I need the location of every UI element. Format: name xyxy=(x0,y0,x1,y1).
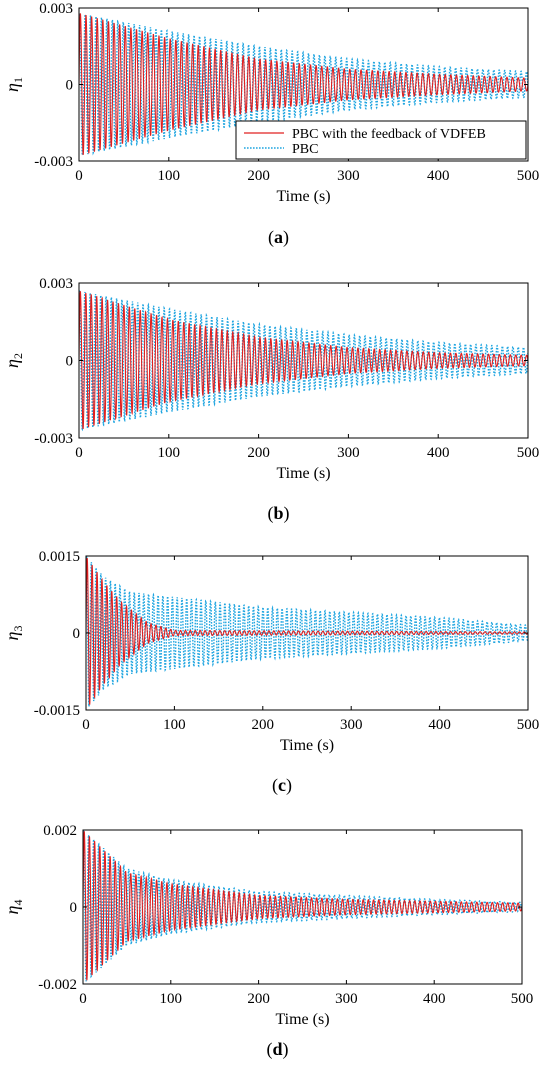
y-tick-label: -0.003 xyxy=(34,431,73,447)
x-tick-label: 400 xyxy=(427,445,450,461)
panel-caption: (b) xyxy=(267,503,289,524)
plot-series xyxy=(79,11,528,156)
x-tick-label: 100 xyxy=(158,445,181,461)
y-axis-label: η4 xyxy=(2,900,25,915)
y-axis-symbol: η xyxy=(2,359,22,368)
caption-letter: b xyxy=(273,503,283,523)
caption-close: ) xyxy=(283,1039,289,1060)
panel-caption: (c) xyxy=(272,775,292,796)
panel-caption: (a) xyxy=(268,227,289,248)
x-tick-label: 500 xyxy=(517,717,540,733)
x-axis-label: Time (s) xyxy=(276,465,330,482)
y-axis-subscript: 3 xyxy=(11,626,25,632)
caption-open: ( xyxy=(266,1039,272,1060)
x-tick-label: 300 xyxy=(337,445,360,461)
y-axis-symbol: η xyxy=(2,83,22,92)
series-vdfeb-line xyxy=(83,831,522,981)
y-tick-label: 0 xyxy=(66,78,74,94)
x-tick-label: 200 xyxy=(252,717,275,733)
y-tick-label: -0.002 xyxy=(38,977,77,993)
x-tick-label: 200 xyxy=(247,991,270,1007)
y-tick-label: 0.002 xyxy=(43,823,77,839)
caption-open: ( xyxy=(268,227,274,248)
y-axis-label: η2 xyxy=(2,353,25,368)
x-tick-label: 100 xyxy=(160,991,183,1007)
x-tick-label: 200 xyxy=(247,445,270,461)
plot-series xyxy=(79,289,528,432)
series-vdfeb-line xyxy=(79,291,528,430)
series-pbc-line xyxy=(83,830,522,982)
x-tick-label: 100 xyxy=(158,168,181,184)
x-tick-label: 0 xyxy=(82,717,90,733)
x-tick-label: 500 xyxy=(517,168,540,184)
y-tick-label: 0.003 xyxy=(39,1,73,17)
x-tick-label: 300 xyxy=(340,717,363,733)
x-axis-label: Time (s) xyxy=(280,737,334,754)
caption-letter: d xyxy=(272,1039,282,1059)
panel-caption: (d) xyxy=(266,1039,288,1060)
x-tick-label: 400 xyxy=(427,168,450,184)
plot-series xyxy=(83,830,522,982)
series-vdfeb-line xyxy=(79,13,528,156)
y-axis-label: η1 xyxy=(2,77,25,92)
y-axis-subscript: 2 xyxy=(11,353,25,359)
x-tick-label: 500 xyxy=(511,991,534,1007)
caption-close: ) xyxy=(286,775,292,796)
y-tick-label: 0.0015 xyxy=(39,549,80,565)
y-tick-label: -0.003 xyxy=(34,154,73,170)
x-axis-label: Time (s) xyxy=(275,1011,329,1028)
x-axis-label: Time (s) xyxy=(276,188,330,205)
y-axis-subscript: 4 xyxy=(11,900,25,906)
series-pbc-line xyxy=(79,11,528,156)
x-tick-label: 500 xyxy=(517,445,540,461)
x-tick-label: 300 xyxy=(335,991,358,1007)
x-tick-label: 0 xyxy=(75,168,83,184)
series-pbc-line xyxy=(79,289,528,432)
series-pbc-line xyxy=(86,556,528,707)
x-tick-label: 300 xyxy=(337,168,360,184)
caption-letter: a xyxy=(274,227,283,247)
y-axis-symbol: η xyxy=(2,631,22,640)
caption-letter: c xyxy=(278,775,286,795)
x-tick-label: 0 xyxy=(75,445,83,461)
caption-close: ) xyxy=(283,227,289,248)
x-tick-label: 100 xyxy=(163,717,186,733)
y-tick-label: -0.0015 xyxy=(34,703,80,719)
y-axis-subscript: 1 xyxy=(11,77,25,83)
caption-open: ( xyxy=(267,503,273,524)
x-tick-label: 0 xyxy=(79,991,87,1007)
y-tick-label: 0 xyxy=(73,626,81,642)
legend-box xyxy=(235,120,527,160)
y-tick-label: 0 xyxy=(70,900,78,916)
plot-series xyxy=(86,556,528,707)
series-vdfeb-line xyxy=(86,557,528,705)
y-axis-symbol: η xyxy=(2,905,22,914)
x-tick-label: 400 xyxy=(428,717,451,733)
legend-label: PBC with the feedback of VDFEB xyxy=(292,127,486,142)
caption-close: ) xyxy=(284,503,290,524)
caption-open: ( xyxy=(272,775,278,796)
x-tick-label: 400 xyxy=(423,991,446,1007)
y-axis-label: η3 xyxy=(2,626,25,641)
y-tick-label: 0.003 xyxy=(39,276,73,292)
y-tick-label: 0 xyxy=(66,354,74,370)
x-tick-label: 200 xyxy=(247,168,270,184)
legend-label: PBC xyxy=(292,142,318,157)
